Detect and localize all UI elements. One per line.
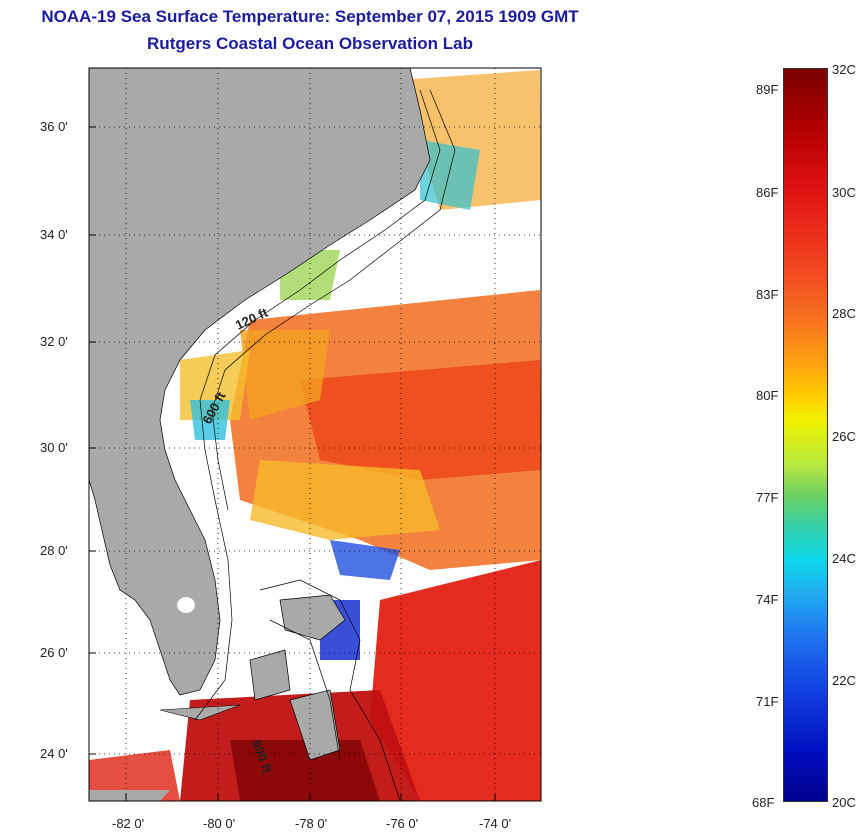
chart-subtitle: Rutgers Coastal Ocean Observation Lab [147, 34, 473, 53]
colorbar-c-label: 24C [832, 551, 856, 566]
temperature-colorbar [783, 68, 828, 802]
chart-title: NOAA-19 Sea Surface Temperature: Septemb… [41, 7, 579, 26]
colorbar-c-label: 22C [832, 673, 856, 688]
lat-tick-label: 32 0' [40, 334, 68, 349]
depth-contours [194, 89, 456, 801]
colorbar-c-label: 20C [832, 795, 856, 810]
land-mass [89, 68, 431, 801]
lon-tick-label: -76 0' [386, 816, 418, 831]
colorbar-f-label: 68F [752, 795, 775, 810]
lon-tick-label: -82 0' [112, 816, 144, 831]
colorbar-c-label: 32C [832, 62, 856, 77]
colorbar-c-label: 28C [832, 306, 856, 321]
lat-tick-label: 24 0' [40, 746, 68, 761]
sst-field [89, 70, 541, 801]
graticule [89, 68, 541, 801]
colorbar-c-label: 30C [832, 185, 856, 200]
lat-tick-label: 34 0' [40, 227, 68, 242]
colorbar-f-label: 80F [756, 388, 779, 403]
lat-tick-label: 30 0' [40, 440, 68, 455]
lat-tick-label: 28 0' [40, 543, 68, 558]
colorbar-f-label: 71F [756, 694, 779, 709]
colorbar-f-label: 83F [756, 287, 779, 302]
colorbar-f-label: 74F [756, 592, 779, 607]
lon-tick-label: -78 0' [295, 816, 327, 831]
lat-tick-label: 26 0' [40, 645, 68, 660]
lon-tick-label: -74 0' [479, 816, 511, 831]
colorbar-f-label: 86F [756, 185, 779, 200]
colorbar-f-label: 89F [756, 82, 779, 97]
lon-tick-label: -80 0' [203, 816, 235, 831]
colorbar-c-label: 26C [832, 429, 856, 444]
colorbar-f-label: 77F [756, 490, 779, 505]
lat-tick-label: 36 0' [40, 119, 68, 134]
